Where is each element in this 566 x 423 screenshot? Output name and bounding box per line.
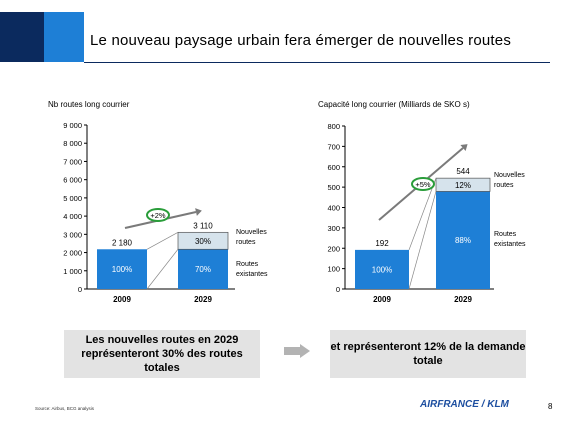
title-divider bbox=[84, 62, 550, 63]
y-tick-label: 3 000 bbox=[63, 230, 82, 239]
x-tick-label: 2029 bbox=[454, 295, 472, 304]
y-tick-label: 300 bbox=[327, 224, 340, 233]
y-tick-label: 0 bbox=[336, 285, 340, 294]
x-tick-label: 2029 bbox=[194, 295, 212, 304]
x-tick-label: 2009 bbox=[373, 295, 391, 304]
connector-line bbox=[408, 191, 437, 290]
series-label: Nouvelles bbox=[494, 172, 525, 179]
y-tick-label: 500 bbox=[327, 183, 340, 192]
y-tick-label: 800 bbox=[327, 122, 340, 131]
growth-badge bbox=[146, 208, 170, 222]
message-left: Les nouvelles routes en 2029 représenter… bbox=[64, 330, 260, 378]
bar-segment bbox=[97, 249, 147, 289]
series-label: Nouvelles bbox=[236, 229, 267, 236]
bar-segment bbox=[435, 177, 491, 192]
chart-title-routes: Nb routes long courrier bbox=[48, 100, 130, 109]
bar-total-label: 3 110 bbox=[193, 221, 213, 230]
arrow-right-icon bbox=[284, 344, 310, 358]
y-tick-label: 7 000 bbox=[63, 157, 82, 166]
bar-data-label: 70% bbox=[195, 265, 211, 274]
y-tick-label: 0 bbox=[78, 285, 82, 294]
bar-segment bbox=[436, 191, 490, 289]
header-block-light bbox=[44, 12, 84, 62]
bar-data-label: 88% bbox=[455, 236, 471, 245]
growth-badge-label: +2% bbox=[150, 211, 166, 220]
x-tick-label: 2009 bbox=[113, 295, 131, 304]
y-tick-label: 200 bbox=[327, 244, 340, 253]
series-label: existantes bbox=[236, 271, 268, 278]
bar-segment bbox=[178, 249, 228, 289]
y-tick-label: 4 000 bbox=[63, 212, 82, 221]
connector-line bbox=[146, 232, 179, 250]
bar-segment bbox=[177, 231, 229, 250]
page-number: 8 bbox=[548, 402, 553, 411]
bar-data-label: 12% bbox=[455, 181, 471, 190]
y-tick-label: 8 000 bbox=[63, 139, 82, 148]
y-tick-label: 100 bbox=[327, 265, 340, 274]
source-note: Source: Airbus, BCG analysis bbox=[35, 406, 95, 411]
page-title: Le nouveau paysage urbain fera émerger d… bbox=[90, 32, 512, 49]
bar-total-label: 192 bbox=[375, 239, 389, 248]
chart-title-capacity: Capacité long courrier (Milliards de SKO… bbox=[318, 100, 470, 109]
series-label: Routes bbox=[494, 231, 517, 238]
message-right: et représenteront 12% de la demande tota… bbox=[330, 330, 526, 378]
y-tick-label: 5 000 bbox=[63, 194, 82, 203]
series-label: routes bbox=[236, 239, 256, 246]
connector-line bbox=[408, 178, 437, 251]
growth-badge bbox=[411, 177, 435, 191]
y-tick-label: 700 bbox=[327, 142, 340, 151]
growth-arrowhead bbox=[460, 144, 468, 152]
series-label: Routes bbox=[236, 261, 259, 268]
bar-total-label: 2 180 bbox=[112, 238, 133, 247]
bar-segment bbox=[355, 249, 409, 289]
bar-data-label: 100% bbox=[112, 265, 132, 274]
y-tick-label: 9 000 bbox=[63, 121, 82, 130]
airfrance-klm-logo: AIRFRANCE / KLM bbox=[420, 399, 509, 410]
connector-line bbox=[146, 249, 179, 290]
header-block-dark bbox=[0, 12, 44, 62]
y-tick-label: 6 000 bbox=[63, 176, 82, 185]
y-tick-label: 1 000 bbox=[63, 267, 82, 276]
series-label: existantes bbox=[494, 241, 526, 248]
growth-arrowhead bbox=[195, 208, 202, 216]
growth-badge-label: +5% bbox=[415, 180, 431, 189]
y-tick-label: 400 bbox=[327, 204, 340, 213]
y-tick-label: 600 bbox=[327, 163, 340, 172]
bar-total-label: 544 bbox=[456, 167, 470, 176]
bar-data-label: 30% bbox=[195, 237, 211, 246]
bar-data-label: 100% bbox=[372, 265, 392, 274]
y-tick-label: 2 000 bbox=[63, 249, 82, 258]
series-label: routes bbox=[494, 182, 514, 189]
